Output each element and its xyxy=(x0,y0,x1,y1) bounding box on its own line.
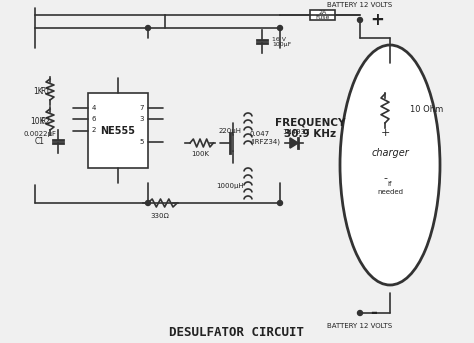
Text: FREQUENCY
30.9 KHz: FREQUENCY 30.9 KHz xyxy=(275,117,345,139)
Text: 100K: 100K xyxy=(191,151,209,157)
Text: charger: charger xyxy=(371,148,409,158)
Text: 4: 4 xyxy=(92,105,96,111)
Text: if
needed: if needed xyxy=(377,181,403,194)
Text: -: - xyxy=(370,304,377,322)
Text: R1: R1 xyxy=(40,86,50,95)
Text: 5: 5 xyxy=(140,139,144,145)
Text: DESULFATOR CIRCUIT: DESULFATOR CIRCUIT xyxy=(170,327,304,340)
Text: BATTERY 12 VOLTS: BATTERY 12 VOLTS xyxy=(328,2,392,8)
Ellipse shape xyxy=(340,45,440,285)
Text: 3: 3 xyxy=(139,116,144,122)
Bar xyxy=(310,10,335,20)
Text: -: - xyxy=(383,173,387,183)
Text: 6: 6 xyxy=(92,116,97,122)
Text: 1K: 1K xyxy=(33,86,43,95)
Circle shape xyxy=(146,201,151,205)
Text: +: + xyxy=(370,11,384,29)
Text: 10K: 10K xyxy=(31,117,46,126)
Text: R2: R2 xyxy=(40,117,50,126)
Text: 0.047
(IRFZ34): 0.047 (IRFZ34) xyxy=(250,131,280,145)
Text: +: + xyxy=(380,128,390,138)
Circle shape xyxy=(357,17,363,23)
Text: 330Ω: 330Ω xyxy=(151,213,169,219)
Text: 1N4937: 1N4937 xyxy=(282,129,310,135)
Polygon shape xyxy=(290,138,298,148)
Text: 16 V
100μF: 16 V 100μF xyxy=(272,37,291,47)
Text: BATTERY 12 VOLTS: BATTERY 12 VOLTS xyxy=(328,323,392,329)
Text: 10 Ohm: 10 Ohm xyxy=(410,106,443,115)
Circle shape xyxy=(277,201,283,205)
Text: 1000μH: 1000μH xyxy=(216,183,244,189)
Circle shape xyxy=(357,310,363,316)
Text: 220μH: 220μH xyxy=(219,128,241,134)
Bar xyxy=(88,93,148,168)
Text: 7: 7 xyxy=(139,105,144,111)
Circle shape xyxy=(146,25,151,31)
Text: 0.0022μF: 0.0022μF xyxy=(24,131,56,137)
Text: C1: C1 xyxy=(35,138,45,146)
Text: 2A
Fuse: 2A Fuse xyxy=(315,10,330,20)
Text: 2: 2 xyxy=(92,128,96,133)
Circle shape xyxy=(277,25,283,31)
Text: NE555: NE555 xyxy=(100,126,136,135)
